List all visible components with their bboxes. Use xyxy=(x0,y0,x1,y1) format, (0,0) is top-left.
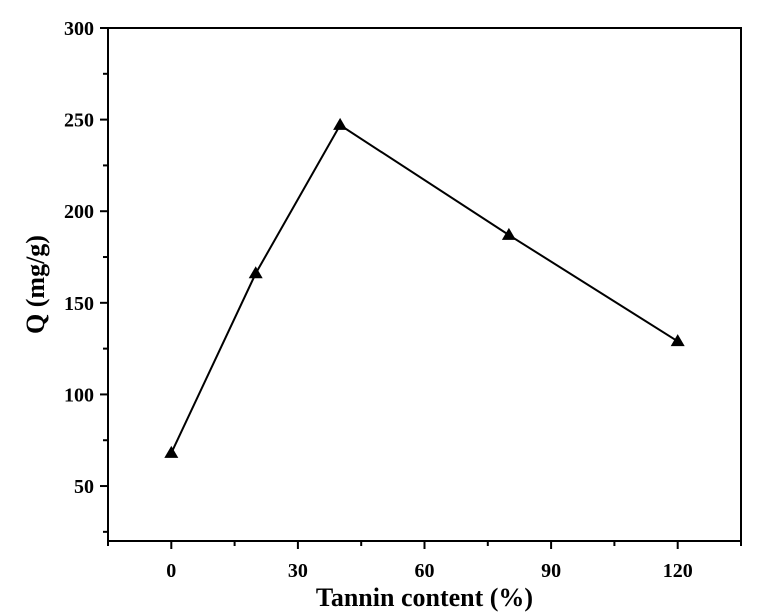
x-axis-title: Tannin content (%) xyxy=(316,583,533,612)
axis-ticks: 0 30 60 90 120 50 100 150 200 250 300 xyxy=(64,18,742,582)
data-point-marker xyxy=(248,266,263,279)
y-tick-label: 200 xyxy=(64,201,94,223)
y-tick-label: 150 xyxy=(64,293,94,315)
y-tick-label: 100 xyxy=(64,384,94,406)
plot-frame xyxy=(107,27,742,542)
data-point-marker xyxy=(670,334,685,347)
x-tick-label: 0 xyxy=(166,560,176,582)
x-tick-label: 120 xyxy=(663,560,693,582)
x-tick-label: 90 xyxy=(541,560,561,582)
x-tick-label: 60 xyxy=(415,560,435,582)
x-tick-label: 30 xyxy=(288,560,308,582)
data-series xyxy=(164,117,685,458)
data-point-marker xyxy=(333,117,348,130)
data-point-marker xyxy=(501,227,516,240)
y-tick-label: 50 xyxy=(74,476,94,498)
plot-axes xyxy=(107,27,742,542)
y-tick-label: 250 xyxy=(64,110,94,132)
y-tick-label: 300 xyxy=(64,18,94,40)
y-axis-title: Q (mg/g) xyxy=(21,235,50,334)
series-line xyxy=(170,123,679,454)
data-point-marker xyxy=(164,445,179,458)
